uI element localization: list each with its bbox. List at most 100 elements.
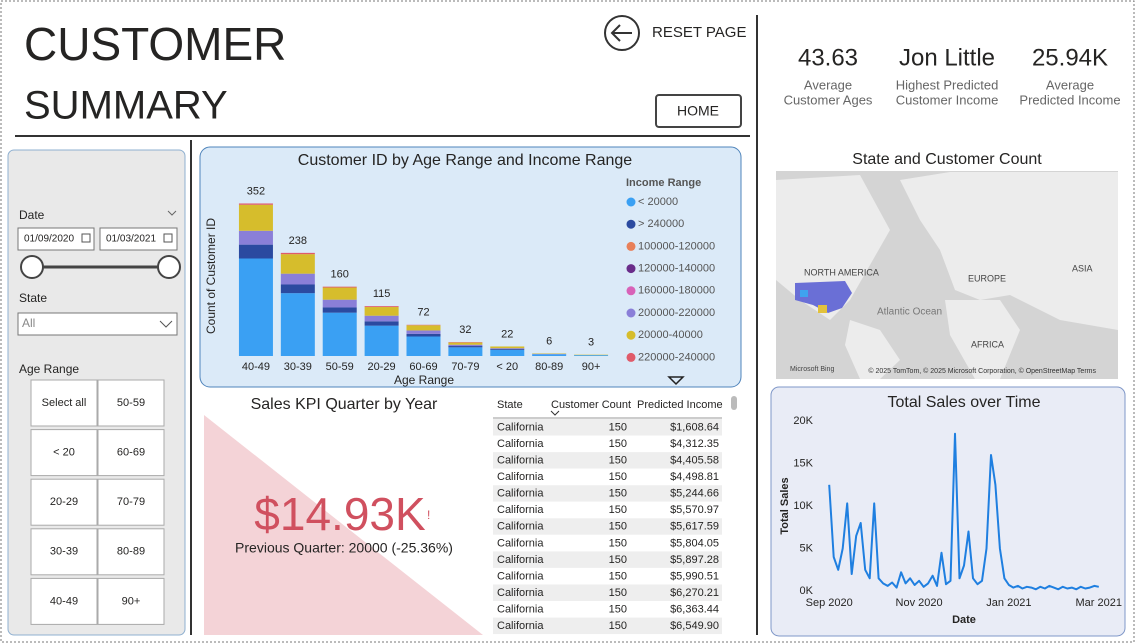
table-cell: $5,570.97 <box>670 504 719 516</box>
bar-segment <box>364 321 399 326</box>
table-cell: 150 <box>609 537 627 549</box>
legend-swatch <box>626 352 636 362</box>
bar-segment <box>406 336 441 356</box>
table-cell: 150 <box>609 587 627 599</box>
x-tick-label: 60-69 <box>409 361 437 373</box>
bar-segment <box>238 204 273 231</box>
map-state <box>818 305 827 313</box>
age-button[interactable] <box>30 478 98 526</box>
home-label[interactable]: HOME <box>677 103 719 119</box>
kpi-comparison: Previous Quarter: 20000 (-25.36%) <box>235 540 453 556</box>
bar-segment <box>238 203 273 205</box>
age-button-label[interactable]: 90+ <box>122 595 141 607</box>
x-tick-label: 50-59 <box>326 361 354 373</box>
calendar-icon <box>81 233 91 243</box>
bar-segment <box>406 325 441 331</box>
reset-label[interactable]: RESET PAGE <box>652 24 746 41</box>
age-button[interactable] <box>30 429 98 477</box>
x-tick-label: 90+ <box>582 361 601 373</box>
bar-segment <box>322 307 357 313</box>
date-input[interactable] <box>17 227 95 251</box>
table-cell: $6,363.44 <box>670 603 719 615</box>
age-button[interactable] <box>97 478 165 526</box>
legend-label[interactable]: > 240000 <box>638 218 684 230</box>
kpi-label: Average <box>804 77 852 92</box>
table-cell: California <box>497 504 544 516</box>
age-button-label[interactable]: 20-29 <box>50 496 78 508</box>
x-tick-label: 40-49 <box>242 361 270 373</box>
table-cell: California <box>497 620 544 632</box>
bar-segment <box>280 273 315 285</box>
legend-label[interactable]: 160000-180000 <box>638 285 715 297</box>
kpi-label: Predicted Income <box>1019 92 1120 107</box>
y-tick-label: 10K <box>793 500 813 512</box>
slider-handle[interactable] <box>20 255 44 279</box>
age-button[interactable] <box>97 379 165 427</box>
bar-segment <box>448 347 483 356</box>
legend-label[interactable]: < 20000 <box>638 196 678 208</box>
age-button[interactable] <box>97 577 165 625</box>
slider-handle[interactable] <box>157 255 181 279</box>
age-button-label[interactable]: 40-49 <box>50 595 78 607</box>
state-dropdown[interactable] <box>17 312 178 336</box>
table-cell: California <box>497 554 544 566</box>
filter-label: State <box>19 291 47 305</box>
column-header[interactable]: Customer Count <box>551 399 631 411</box>
reset-button[interactable]: RESET PAGE <box>604 15 746 51</box>
column-header[interactable]: State <box>497 399 523 411</box>
bar-segment <box>280 254 315 274</box>
chevron[interactable] <box>167 210 177 216</box>
bar-segment <box>406 333 441 337</box>
date-input[interactable] <box>99 227 178 251</box>
age-button-label[interactable]: 30-39 <box>50 546 78 558</box>
home-box[interactable] <box>655 94 742 128</box>
table-cell: $5,804.05 <box>670 537 719 549</box>
map-land <box>945 300 1020 379</box>
age-button[interactable] <box>30 379 98 427</box>
reset-arrow <box>610 24 632 42</box>
age-button-label[interactable]: 70-79 <box>117 496 145 508</box>
map-attribution: © 2025 TomTom, © 2025 Microsoft Corporat… <box>868 367 1096 375</box>
x-tick-label: Mar 2021 <box>1076 597 1122 609</box>
legend-label[interactable]: 120000-140000 <box>638 263 715 275</box>
table-cell: 150 <box>609 620 627 632</box>
age-button-label[interactable]: 60-69 <box>117 447 145 459</box>
reset-icon <box>604 15 640 51</box>
scrollbar[interactable] <box>731 396 737 410</box>
legend-swatch <box>626 264 636 274</box>
table-row <box>493 501 722 519</box>
x-tick-label: 30-39 <box>284 361 312 373</box>
age-button-label[interactable]: < 20 <box>53 447 75 459</box>
chart-title: Customer ID by Age Range and Income Rang… <box>298 152 633 169</box>
age-button-label[interactable]: 50-59 <box>117 397 145 409</box>
table-row <box>493 584 722 601</box>
age-button[interactable] <box>30 528 98 576</box>
bar-segment <box>406 330 441 334</box>
table-cell: 150 <box>609 455 627 467</box>
age-button[interactable] <box>30 577 98 625</box>
table-cell: 150 <box>609 554 627 566</box>
bar-total-label: 238 <box>289 235 307 247</box>
legend-label[interactable]: 220000-240000 <box>638 351 715 363</box>
kpi-value: 43.63 <box>798 44 858 71</box>
legend-label[interactable]: 200000-220000 <box>638 307 715 319</box>
map-label: NORTH AMERICA <box>804 267 879 277</box>
home-button[interactable]: HOME <box>655 94 742 128</box>
table-row <box>493 468 722 486</box>
column-header[interactable]: Predicted Income <box>637 399 723 411</box>
age-button-label[interactable]: 80-89 <box>117 546 145 558</box>
bar-total-label: 32 <box>459 324 471 336</box>
calendar-icon <box>163 233 173 243</box>
legend-swatch <box>626 330 636 340</box>
age-button-label[interactable]: Select all <box>42 397 87 409</box>
age-button[interactable] <box>97 429 165 477</box>
y-tick-label: 0K <box>800 585 814 597</box>
legend-swatch <box>626 219 636 229</box>
age-button[interactable] <box>97 528 165 576</box>
legend-label[interactable]: 100000-120000 <box>638 240 715 252</box>
legend-scroll[interactable] <box>667 376 685 386</box>
legend-label[interactable]: 20000-40000 <box>638 329 703 341</box>
bar-segment <box>364 325 399 356</box>
